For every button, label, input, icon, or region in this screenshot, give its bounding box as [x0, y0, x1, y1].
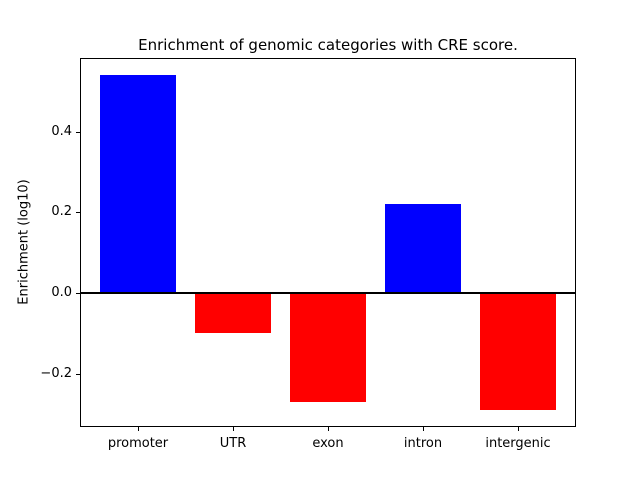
- x-tick-label-intron: intron: [403, 436, 443, 451]
- x-tick-mark: [327, 426, 329, 431]
- plot-area: [80, 58, 576, 427]
- y-tick-mark: [76, 292, 81, 294]
- y-tick-label: 0.4: [51, 124, 72, 139]
- y-tick-label: −0.2: [40, 366, 72, 381]
- bar-exon: [290, 292, 366, 402]
- x-tick-label-UTR: UTR: [219, 436, 247, 451]
- x-tick-label-exon: exon: [312, 436, 344, 451]
- x-tick-mark: [422, 426, 424, 431]
- chart-title: Enrichment of genomic categories with CR…: [138, 36, 518, 54]
- bar-promoter: [100, 75, 176, 293]
- y-tick-mark: [76, 373, 81, 375]
- x-tick-label-promoter: promoter: [107, 436, 169, 451]
- bar-intergenic: [480, 292, 556, 410]
- x-tick-mark: [232, 426, 234, 431]
- bars-canvas: [81, 75, 575, 410]
- y-tick-mark: [76, 211, 81, 213]
- y-tick-label: 0.0: [51, 285, 72, 300]
- bar-intron: [385, 204, 461, 293]
- zero-line: [81, 292, 575, 294]
- y-tick-label: 0.2: [51, 204, 72, 219]
- x-tick-mark: [517, 426, 519, 431]
- x-tick-label-intergenic: intergenic: [485, 436, 551, 451]
- y-tick-mark: [76, 131, 81, 133]
- bar-UTR: [195, 292, 271, 334]
- x-tick-mark: [137, 426, 139, 431]
